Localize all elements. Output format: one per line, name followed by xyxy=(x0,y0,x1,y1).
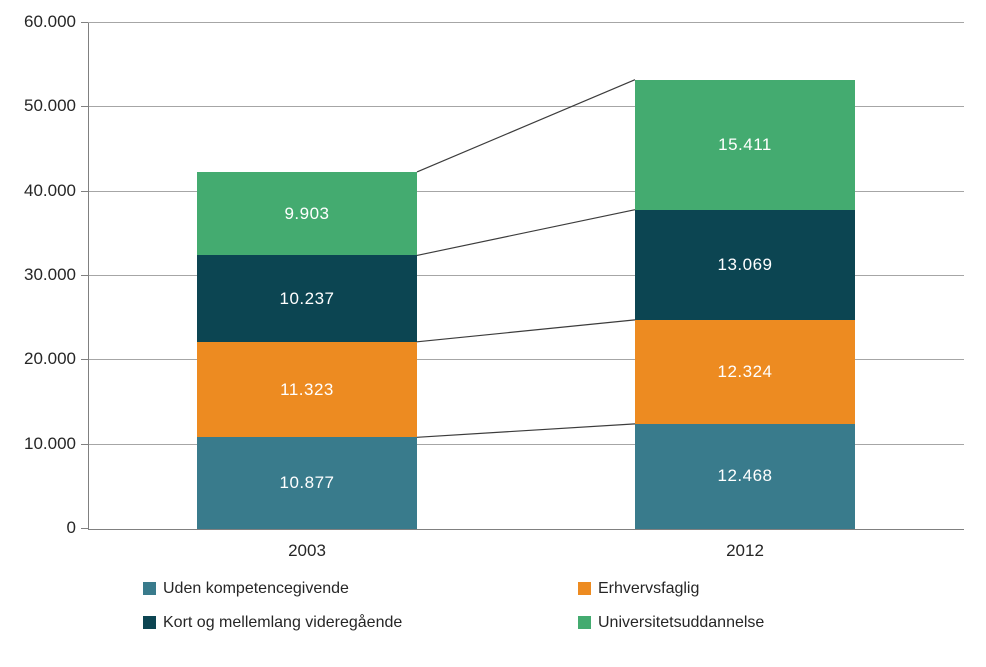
connector-line xyxy=(416,79,636,173)
legend-item: Universitetsuddannelse xyxy=(578,614,764,631)
legend-swatch xyxy=(578,616,591,629)
y-axis-label: 60.000 xyxy=(24,12,76,31)
bar-segment-2003-4: 9.903 xyxy=(197,171,417,256)
y-tick xyxy=(81,444,88,445)
value-label: 13.069 xyxy=(717,254,773,274)
y-axis-label: 0 xyxy=(66,518,76,537)
y-tick xyxy=(81,275,88,276)
legend-label: Universitetsuddannelse xyxy=(598,614,765,631)
x-axis-line xyxy=(88,529,964,530)
legend-label: Uden kompetencegivende xyxy=(163,580,349,597)
connector-line xyxy=(416,319,636,343)
value-label: 9.903 xyxy=(284,203,330,223)
y-axis-label: 40.000 xyxy=(24,181,76,200)
value-label: 12.468 xyxy=(717,466,773,486)
legend: Uden kompetencegivende Erhvervsfaglig Kort… xyxy=(143,580,764,631)
bar-segment-2003-1: 10.877 xyxy=(197,437,417,529)
bar-segment-2012-3: 13.069 xyxy=(635,209,855,320)
x-axis-label: 2012 xyxy=(726,541,764,560)
legend-swatch xyxy=(578,582,591,595)
y-tick xyxy=(81,22,88,23)
value-label: 12.324 xyxy=(717,361,773,381)
connector-line xyxy=(416,209,636,256)
y-tick xyxy=(81,528,88,529)
y-axis-label: 10.000 xyxy=(24,434,76,453)
bar-segment-2012-4: 15.411 xyxy=(635,79,855,210)
value-label: 10.877 xyxy=(279,473,335,493)
y-axis-label: 30.000 xyxy=(24,265,76,284)
legend-item: Uden kompetencegivende xyxy=(143,580,578,597)
value-label: 15.411 xyxy=(718,134,772,154)
value-label: 10.237 xyxy=(279,288,335,308)
legend-swatch xyxy=(143,616,156,629)
legend-label: Erhvervsfaglig xyxy=(598,580,700,597)
legend-label: Kort og mellemlang videregående xyxy=(163,614,403,631)
connector-line xyxy=(416,423,636,438)
y-axis-label: 20.000 xyxy=(24,349,76,368)
legend-item: Kort og mellemlang videregående xyxy=(143,614,578,631)
bar-segment-2012-2: 12.324 xyxy=(635,319,855,424)
y-axis-line xyxy=(88,23,89,530)
bar-segment-2012-1: 12.468 xyxy=(635,423,855,529)
y-axis-label: 50.000 xyxy=(24,96,76,115)
value-label: 11.323 xyxy=(280,379,334,399)
y-tick xyxy=(81,106,88,107)
legend-item: Erhvervsfaglig xyxy=(578,580,764,597)
gridline xyxy=(88,22,964,23)
x-axis-label: 2003 xyxy=(288,541,326,560)
bar-segment-2003-2: 11.323 xyxy=(197,341,417,438)
legend-swatch xyxy=(143,582,156,595)
y-tick xyxy=(81,191,88,192)
y-tick xyxy=(81,359,88,360)
bar-segment-2003-3: 10.237 xyxy=(197,255,417,342)
